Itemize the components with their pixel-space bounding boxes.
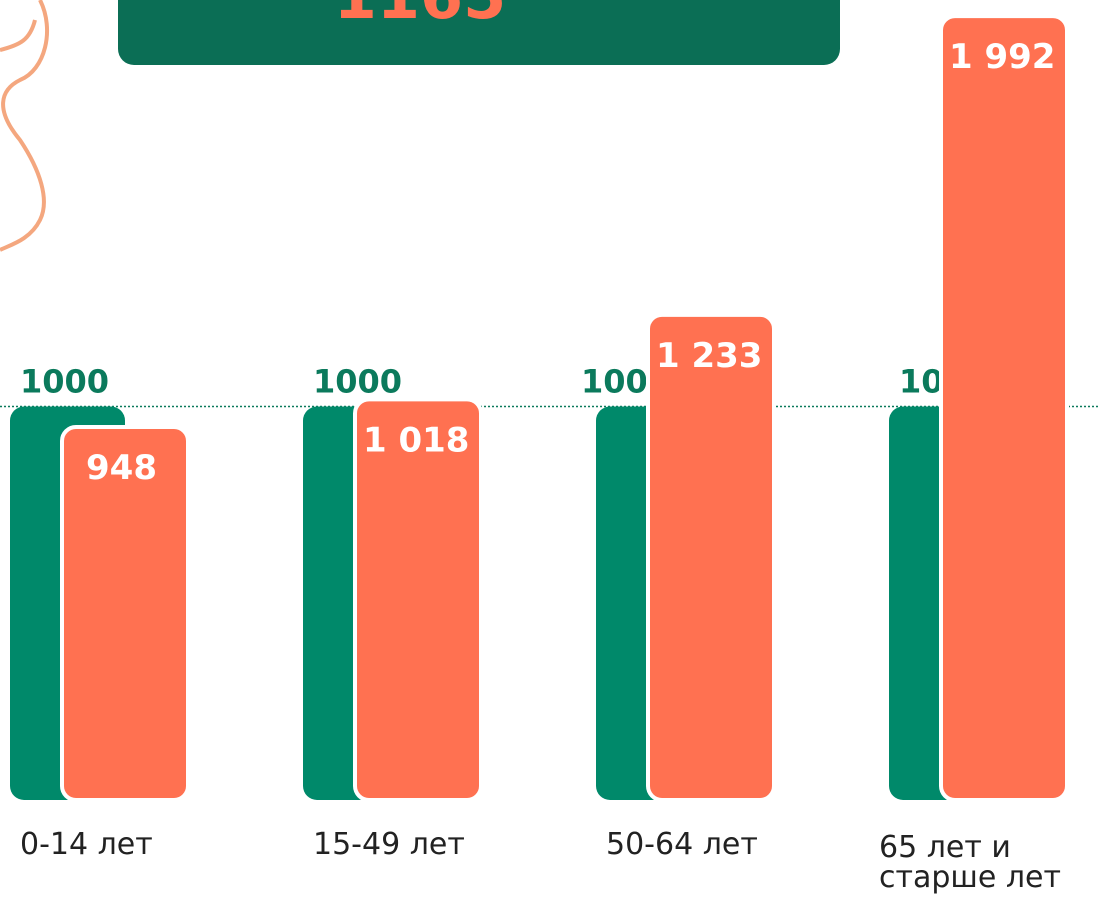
decoration [0,0,47,250]
page: 1165 100094810001 01810001 23310001 992 … [0,0,1112,897]
x-tick-label: 65 лет и старше лет [879,833,1094,893]
chart: 1165 100094810001 01810001 23310001 992 [0,0,1112,897]
bar [648,315,774,800]
data-label: 1000 [20,363,109,401]
chart-title: 1165 [334,0,507,33]
data-label: 1 992 [949,37,1055,77]
decoration [0,20,35,50]
bar [941,16,1067,800]
x-tick-label: 0-14 лет [20,830,250,860]
data-label: 1 233 [656,336,762,376]
x-tick-label: 15-49 лет [313,830,543,860]
data-label: 1 018 [363,420,469,460]
data-label: 1000 [313,363,402,401]
x-tick-label: 50-64 лет [606,830,836,860]
data-label: 948 [86,448,157,488]
